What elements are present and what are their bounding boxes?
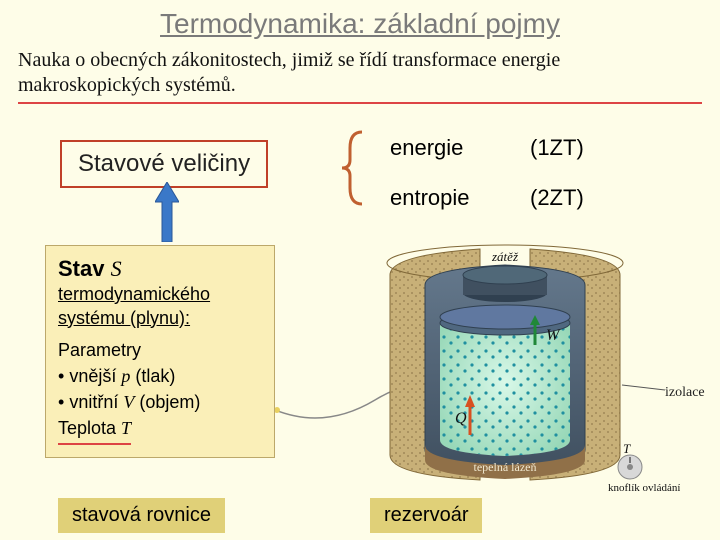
cylinder-diagram: zátěž W Q tepelná lázeň T knoflík ovládá… — [370, 235, 680, 495]
bullet-2: • vnitřní V (objem) — [58, 389, 262, 415]
izolace-label: izolace — [665, 385, 705, 401]
w-label: W — [546, 327, 561, 344]
teplota-it: T — [121, 418, 131, 438]
stav-sub1: termodynamického — [58, 284, 262, 306]
zatez-label: zátěž — [491, 249, 519, 264]
bath-label: tepelná lázeň — [474, 460, 537, 474]
bullet-1: • vnější p (tlak) — [58, 363, 262, 389]
param-label: Parametry — [58, 337, 262, 363]
stav-box: Stav S termodynamického systému (plynu):… — [45, 245, 275, 458]
bullet1-post: (tlak) — [130, 366, 175, 386]
subtitle-container: Nauka o obecných zákonitostech, jimiž se… — [18, 48, 702, 104]
entropie-label: entropie — [390, 185, 470, 211]
arrow-up-icon — [155, 182, 179, 242]
zt1-label: (1ZT) — [530, 135, 584, 161]
stav-sub2: systému (plynu): — [58, 308, 262, 330]
subtitle-text: Nauka o obecných zákonitostech, jimiž se… — [18, 48, 702, 98]
stav-heading: Stav S — [58, 256, 262, 282]
bullet2-post: (objem) — [134, 392, 200, 412]
brace-icon — [340, 128, 370, 208]
bullet1-pre: vnější — [69, 366, 121, 386]
zt2-label: (2ZT) — [530, 185, 584, 211]
stav-heading-s: S — [111, 256, 122, 281]
teplota-pre: Teplota — [58, 418, 121, 438]
stav-body: Parametry • vnější p (tlak) • vnitřní V … — [58, 337, 262, 444]
q-label: Q — [455, 410, 467, 427]
bullet2-it: V — [123, 392, 134, 412]
page-title: Termodynamika: základní pojmy — [0, 0, 720, 40]
stav-heading-prefix: Stav — [58, 256, 104, 281]
bullet1-it: p — [121, 366, 130, 386]
stavova-rovnice-box: stavová rovnice — [58, 498, 225, 533]
energie-label: energie — [390, 135, 463, 161]
knob-label: knoflík ovládání — [608, 482, 680, 494]
teplota-row: Teplota T — [58, 415, 262, 444]
bullet2-pre: vnitřní — [69, 392, 123, 412]
rezervoar-box: rezervoár — [370, 498, 482, 533]
stavove-veliciny-box: Stavové veličiny — [60, 140, 268, 188]
t-label: T — [623, 441, 631, 456]
